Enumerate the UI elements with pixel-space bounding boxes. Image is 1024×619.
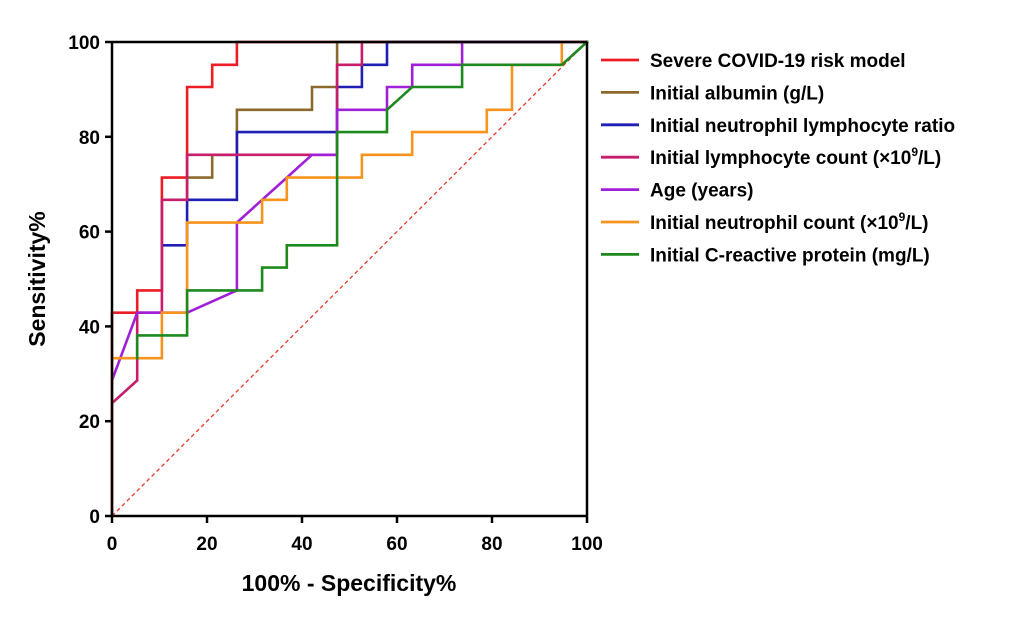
legend-label-5: Age (years): [650, 181, 754, 202]
roc-series-line-4: [110, 40, 589, 518]
x-tick-label: 40: [291, 534, 312, 555]
y-tick-label: 40: [79, 317, 100, 338]
x-tick-label: 80: [481, 534, 502, 555]
y-tick-label: 80: [79, 128, 100, 149]
plot-area: [110, 40, 589, 518]
legend-label-6: Initial neutrophil count (×109/L): [650, 210, 929, 234]
roc-series-line-6: [110, 40, 589, 518]
legend-label-3: Initial neutrophil lymphocyte ratio: [650, 116, 955, 137]
y-axis-title: Sensitivity%: [24, 211, 50, 347]
x-tick-label: 100: [571, 534, 603, 555]
x-axis-title: 100% - Specificity%: [242, 570, 457, 596]
legend-label-2: Initial albumin (g/L): [650, 83, 824, 104]
y-tick-label: 20: [79, 412, 100, 433]
roc-series-line-3: [160, 40, 589, 247]
x-tick-label: 60: [386, 534, 407, 555]
x-tick-label: 20: [196, 534, 217, 555]
axes: 0 20 40 60 80 100 0 20 40 60 80 100: [68, 33, 603, 555]
legend-label-7: Initial C-reactive protein (mg/L): [650, 245, 930, 266]
roc-series-line-7: [135, 40, 589, 360]
roc-series-line-1: [110, 40, 589, 518]
legend: Severe COVID-19 risk model Initial albumi…: [601, 51, 955, 266]
legend-label-1: Severe COVID-19 risk model: [650, 51, 906, 72]
x-tick-label: 0: [107, 534, 118, 555]
y-tick-label: 0: [89, 507, 100, 528]
y-tick-label: 100: [68, 33, 100, 54]
reference-diagonal-line: [111, 41, 588, 517]
y-tick-label: 60: [79, 223, 100, 244]
legend-label-4: Initial lymphocyte count (×109/L): [650, 145, 941, 169]
